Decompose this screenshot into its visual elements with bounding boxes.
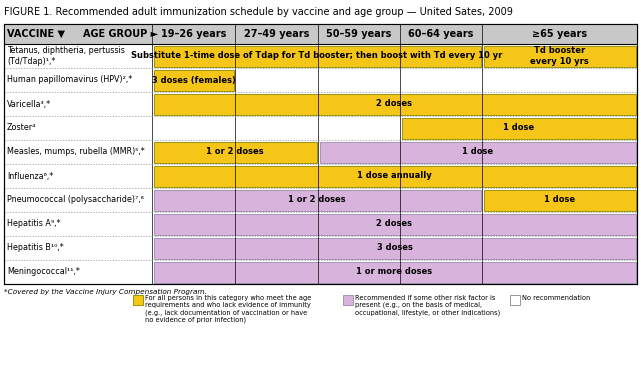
Text: Zoster⁴: Zoster⁴: [7, 124, 37, 132]
Text: *Covered by the Vaccine Injury Compensation Program.: *Covered by the Vaccine Injury Compensat…: [4, 289, 207, 295]
Text: 2 doses: 2 doses: [376, 99, 413, 109]
Text: For all persons in this category who meet the age
requirements and who lack evid: For all persons in this category who mee…: [145, 295, 312, 323]
Text: ≥65 years: ≥65 years: [532, 29, 587, 39]
Text: AGE GROUP ►: AGE GROUP ►: [83, 29, 158, 39]
Bar: [153, 189, 481, 211]
Text: 1 dose: 1 dose: [544, 196, 575, 205]
Bar: [483, 189, 635, 211]
Bar: [153, 70, 233, 90]
Text: 3 doses (females): 3 doses (females): [151, 76, 235, 84]
Text: Influenza⁶,*: Influenza⁶,*: [7, 171, 53, 180]
Text: 50–59 years: 50–59 years: [326, 29, 392, 39]
Text: Human papillomavirus (HPV)²,*: Human papillomavirus (HPV)²,*: [7, 76, 132, 84]
Text: 1 or 2 doses: 1 or 2 doses: [288, 196, 345, 205]
Text: Tetanus, diphtheria, pertussis
(Td/Tdap)¹,*: Tetanus, diphtheria, pertussis (Td/Tdap)…: [7, 46, 125, 66]
Text: Measles, mumps, rubella (MMR)⁵,*: Measles, mumps, rubella (MMR)⁵,*: [7, 148, 145, 157]
Bar: [153, 141, 317, 163]
Bar: [153, 262, 635, 282]
Text: 1 or 2 doses: 1 or 2 doses: [206, 148, 264, 157]
Bar: [153, 45, 481, 67]
Bar: [401, 118, 635, 138]
Bar: [343, 295, 353, 305]
Bar: [319, 141, 635, 163]
Bar: [153, 214, 635, 234]
Text: Substitute 1-time dose of Tdap for Td booster; then boost with Td every 10 yr: Substitute 1-time dose of Tdap for Td bo…: [131, 51, 503, 61]
Bar: [510, 295, 520, 305]
Text: Varicella³,*: Varicella³,*: [7, 99, 51, 109]
Text: 3 doses: 3 doses: [376, 244, 412, 253]
Text: 2 doses: 2 doses: [376, 219, 413, 228]
Text: VACCINE ▼: VACCINE ▼: [7, 29, 65, 39]
Text: 19–26 years: 19–26 years: [161, 29, 226, 39]
Text: 1 or more doses: 1 or more doses: [356, 267, 433, 276]
Bar: [4, 24, 637, 284]
Text: Recommended if some other risk factor is
present (e.g., on the basis of medical,: Recommended if some other risk factor is…: [355, 295, 500, 316]
Text: 1 dose: 1 dose: [503, 124, 534, 132]
Bar: [153, 93, 635, 115]
Bar: [153, 166, 635, 186]
Text: 60–64 years: 60–64 years: [408, 29, 474, 39]
Bar: [483, 45, 635, 67]
Text: 27–49 years: 27–49 years: [244, 29, 309, 39]
Text: Hepatitis A⁹,*: Hepatitis A⁹,*: [7, 219, 60, 228]
Text: 1 dose annually: 1 dose annually: [357, 171, 432, 180]
Bar: [153, 237, 635, 259]
Bar: [4, 24, 637, 44]
Text: Meningococcal¹¹,*: Meningococcal¹¹,*: [7, 267, 80, 276]
Text: 1 dose: 1 dose: [462, 148, 493, 157]
Text: Td booster
every 10 yrs: Td booster every 10 yrs: [530, 46, 589, 66]
Bar: [133, 295, 143, 305]
Text: No recommendation: No recommendation: [522, 295, 590, 301]
Text: Hepatitis B¹⁰,*: Hepatitis B¹⁰,*: [7, 244, 63, 253]
Text: FIGURE 1. Recommended adult immunization schedule by vaccine and age group — Uni: FIGURE 1. Recommended adult immunization…: [4, 7, 513, 17]
Text: Pneumococcal (polysaccharide)⁷,⁸: Pneumococcal (polysaccharide)⁷,⁸: [7, 196, 144, 205]
